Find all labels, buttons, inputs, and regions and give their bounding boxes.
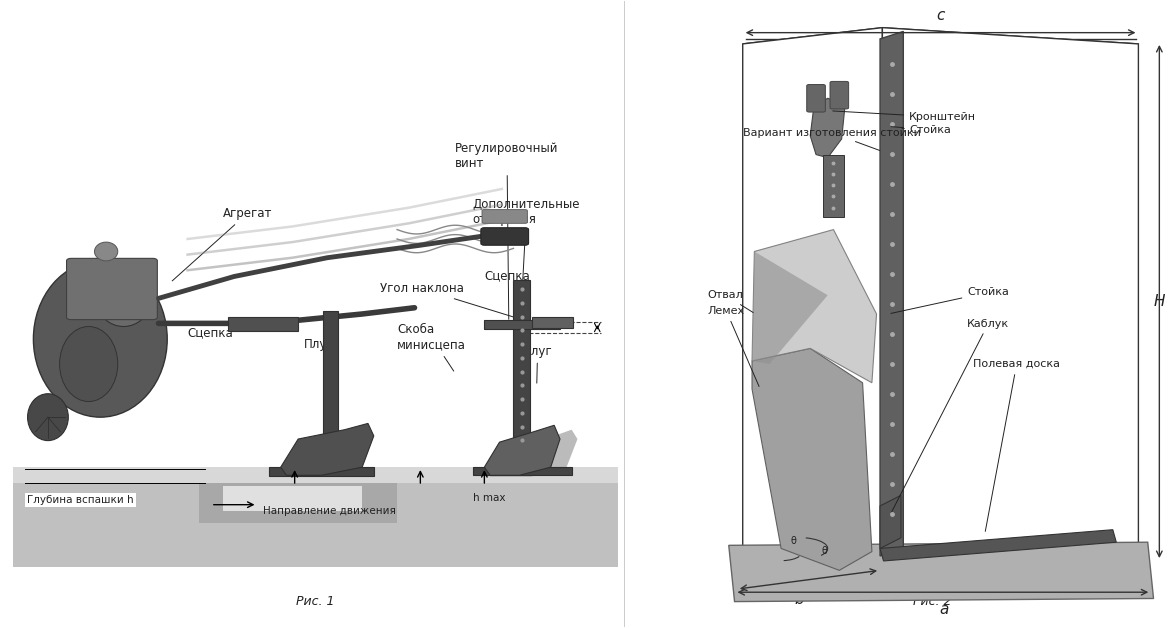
Text: Дополнительные
отверстия: Дополнительные отверстия bbox=[472, 198, 580, 299]
Text: Стойка: Стойка bbox=[891, 125, 952, 134]
Polygon shape bbox=[880, 495, 901, 548]
Text: Отвал: Отвал bbox=[707, 290, 753, 313]
Ellipse shape bbox=[60, 327, 118, 401]
Text: Плуг: Плуг bbox=[523, 345, 553, 383]
Ellipse shape bbox=[97, 276, 150, 327]
Polygon shape bbox=[752, 349, 872, 570]
Text: Угол наклона: Угол наклона bbox=[380, 282, 546, 327]
Text: Вариант изготовления стойки: Вариант изготовления стойки bbox=[742, 128, 921, 151]
Polygon shape bbox=[880, 529, 1116, 561]
Text: Стойка: Стойка bbox=[891, 287, 1009, 313]
Text: Каблук: Каблук bbox=[892, 318, 1010, 512]
FancyBboxPatch shape bbox=[807, 85, 825, 112]
FancyBboxPatch shape bbox=[199, 483, 397, 524]
Polygon shape bbox=[810, 99, 845, 158]
Text: Рис. 1: Рис. 1 bbox=[297, 595, 334, 608]
Polygon shape bbox=[883, 28, 1139, 561]
Text: Полевая доска: Полевая доска bbox=[973, 359, 1060, 531]
FancyBboxPatch shape bbox=[228, 317, 298, 331]
FancyBboxPatch shape bbox=[823, 154, 844, 217]
Text: Агрегат: Агрегат bbox=[172, 207, 272, 281]
Polygon shape bbox=[880, 31, 904, 556]
Text: Плуг: Плуг bbox=[304, 338, 333, 362]
Polygon shape bbox=[728, 542, 1154, 602]
Polygon shape bbox=[742, 28, 883, 564]
FancyBboxPatch shape bbox=[482, 210, 527, 224]
Text: b: b bbox=[795, 592, 804, 607]
FancyBboxPatch shape bbox=[269, 467, 374, 476]
Text: θ: θ bbox=[790, 536, 796, 546]
Polygon shape bbox=[484, 425, 560, 475]
FancyBboxPatch shape bbox=[323, 311, 338, 470]
Polygon shape bbox=[281, 423, 374, 475]
FancyBboxPatch shape bbox=[67, 258, 158, 320]
Ellipse shape bbox=[28, 394, 68, 441]
Text: Направление движения: Направление движения bbox=[263, 506, 396, 516]
Text: θ: θ bbox=[822, 546, 828, 556]
Text: Глубина вспашки h: Глубина вспашки h bbox=[27, 495, 133, 506]
Text: Кронштейн: Кронштейн bbox=[832, 111, 976, 122]
Text: c: c bbox=[936, 8, 945, 23]
Text: Рис. 2: Рис. 2 bbox=[913, 595, 952, 608]
Text: Направление движения: Направление движения bbox=[1120, 399, 1129, 541]
Text: h max: h max bbox=[472, 494, 505, 504]
Ellipse shape bbox=[95, 242, 118, 261]
Polygon shape bbox=[742, 28, 1139, 60]
Text: Скоба
минисцепа: Скоба минисцепа bbox=[397, 323, 466, 371]
Polygon shape bbox=[484, 430, 577, 477]
Text: Ширина захвата: Ширина захвата bbox=[790, 586, 888, 596]
FancyBboxPatch shape bbox=[13, 467, 618, 567]
Text: Сцепка: Сцепка bbox=[484, 269, 531, 317]
Text: Лемех: Лемех bbox=[707, 306, 759, 386]
Polygon shape bbox=[752, 251, 828, 364]
Text: Сцепка: Сцепка bbox=[187, 318, 257, 339]
Ellipse shape bbox=[34, 261, 167, 417]
FancyBboxPatch shape bbox=[513, 279, 530, 467]
Polygon shape bbox=[752, 230, 877, 383]
Polygon shape bbox=[742, 548, 1139, 577]
Text: a: a bbox=[940, 602, 949, 617]
FancyBboxPatch shape bbox=[480, 228, 528, 245]
FancyBboxPatch shape bbox=[13, 467, 618, 483]
Text: H: H bbox=[1154, 294, 1165, 309]
FancyBboxPatch shape bbox=[484, 320, 560, 329]
Text: Регулировочный
винт: Регулировочный винт bbox=[455, 142, 559, 320]
FancyBboxPatch shape bbox=[532, 317, 573, 328]
FancyBboxPatch shape bbox=[830, 82, 849, 109]
FancyBboxPatch shape bbox=[472, 467, 572, 475]
FancyBboxPatch shape bbox=[222, 486, 362, 511]
